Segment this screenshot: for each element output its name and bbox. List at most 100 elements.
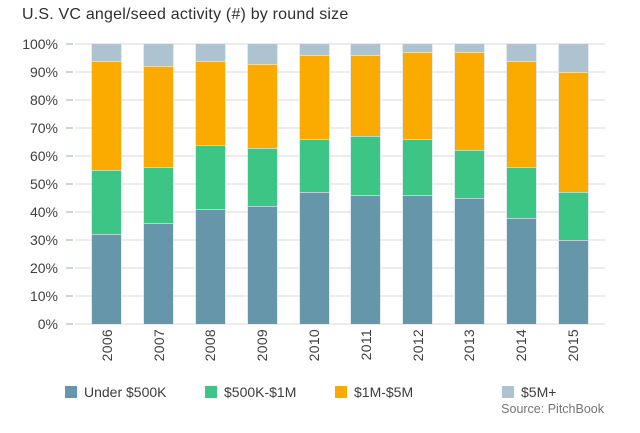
y-axis-tick [66, 211, 73, 213]
legend-swatch-icon [502, 386, 514, 398]
y-axis-tick [66, 267, 73, 269]
gridline [75, 127, 605, 129]
y-axis-tick-label: 100% [22, 36, 58, 52]
x-axis: 2006 2007 2008 2009 2010 2011 2012 2013 2014 2015 [75, 329, 605, 381]
x-axis-tick-label: 2008 [195, 329, 226, 381]
gridline [75, 211, 605, 213]
bar-2014 [505, 44, 537, 324]
bar-segment [558, 239, 588, 324]
bar-2015 [557, 44, 589, 324]
x-axis-tick-label: 2010 [299, 329, 330, 381]
legend: Under $500K $500K-$1M $1M-$5M $5M+ [0, 384, 640, 402]
y-axis-tick [66, 295, 73, 297]
bar-segment [351, 136, 381, 196]
x-axis-tick-label: 2011 [350, 329, 381, 381]
bar-segment [247, 147, 277, 207]
y-axis-tick-label: 60% [29, 148, 58, 164]
bar-segment [403, 52, 433, 140]
y-axis-tick-label: 40% [29, 204, 58, 220]
bar-2006 [91, 44, 123, 324]
bar-segment [92, 234, 122, 324]
bar-segment [558, 44, 588, 72]
y-axis-tick-label: 70% [29, 120, 58, 136]
bar-segment [454, 44, 484, 53]
y-axis-tick [66, 239, 73, 241]
y-axis-tick [66, 155, 73, 157]
bar-segment [454, 52, 484, 151]
bar-segment [558, 72, 588, 193]
bar-group [75, 44, 605, 324]
gridline [75, 43, 605, 45]
bar-segment [403, 44, 433, 53]
bar-segment [506, 60, 536, 168]
legend-swatch-icon [205, 386, 217, 398]
y-axis-tick [66, 183, 73, 185]
bar-segment [299, 192, 329, 324]
y-axis-tick [66, 323, 73, 325]
bar-segment [144, 223, 174, 324]
y-axis-tick-label: 10% [29, 288, 58, 304]
x-axis-tick-label: 2012 [402, 329, 433, 381]
x-axis-tick-label: 2007 [143, 329, 174, 381]
bar-segment [454, 150, 484, 198]
bar-segment [506, 44, 536, 61]
gridline [75, 323, 605, 325]
y-axis-tick [66, 43, 73, 45]
source-credit: Source: PitchBook [501, 402, 604, 416]
bar-segment [92, 60, 122, 170]
x-axis-year-text: 2009 [254, 329, 271, 362]
bar-segment [144, 66, 174, 168]
bar-2010 [298, 44, 330, 324]
bar-segment [558, 192, 588, 240]
bar-segment [195, 44, 225, 61]
bar-segment [195, 209, 225, 324]
bar-segment [144, 44, 174, 67]
legend-swatch-icon [65, 386, 77, 398]
y-axis-tick [66, 71, 73, 73]
x-axis-year-text: 2015 [565, 329, 582, 362]
bar-segment [403, 195, 433, 324]
gridline [75, 239, 605, 241]
bar-segment [247, 44, 277, 64]
bar-segment [351, 55, 381, 137]
y-axis-tick-label: 30% [29, 232, 58, 248]
y-axis-tick [66, 127, 73, 129]
bar-segment [247, 63, 277, 148]
bar-segment [92, 169, 122, 235]
bar-2009 [246, 44, 278, 324]
bar-2013 [453, 44, 485, 324]
legend-label: $500K-$1M [224, 384, 297, 400]
x-axis-tick-label: 2015 [558, 329, 589, 381]
legend-item: $5M+ [502, 384, 556, 400]
legend-item: Under $500K [65, 384, 167, 400]
bar-segment [299, 139, 329, 193]
bar-segment [454, 197, 484, 324]
bar-2008 [194, 44, 226, 324]
legend-label: Under $500K [84, 384, 167, 400]
bar-segment [506, 217, 536, 324]
legend-item: $500K-$1M [205, 384, 296, 400]
bar-2007 [143, 44, 175, 324]
x-axis-year-text: 2008 [202, 329, 219, 362]
legend-item: $1M-$5M [335, 384, 413, 400]
y-axis-tick-label: 50% [29, 176, 58, 192]
y-axis-tick-label: 90% [29, 64, 58, 80]
chart-title: U.S. VC angel/seed activity (#) by round… [22, 6, 349, 23]
y-axis-tick-label: 80% [29, 92, 58, 108]
x-axis-year-text: 2007 [150, 329, 167, 362]
x-axis-tick-label: 2006 [91, 329, 122, 381]
gridline [75, 155, 605, 157]
legend-swatch-icon [335, 386, 347, 398]
gridline [75, 183, 605, 185]
x-axis-tick-label: 2014 [506, 329, 537, 381]
bar-segment [351, 44, 381, 56]
plot-area [75, 43, 605, 325]
y-axis-tick-label: 20% [29, 260, 58, 276]
legend-label: $1M-$5M [354, 384, 414, 400]
x-axis-year-text: 2013 [461, 329, 478, 362]
x-axis-year-text: 2012 [409, 329, 426, 362]
x-axis-year-text: 2010 [306, 329, 323, 362]
bar-segment [144, 167, 174, 224]
y-axis: 0% 10% 20% 30% 40% 50% 60% 70% 80% 90% 100% [0, 36, 58, 332]
